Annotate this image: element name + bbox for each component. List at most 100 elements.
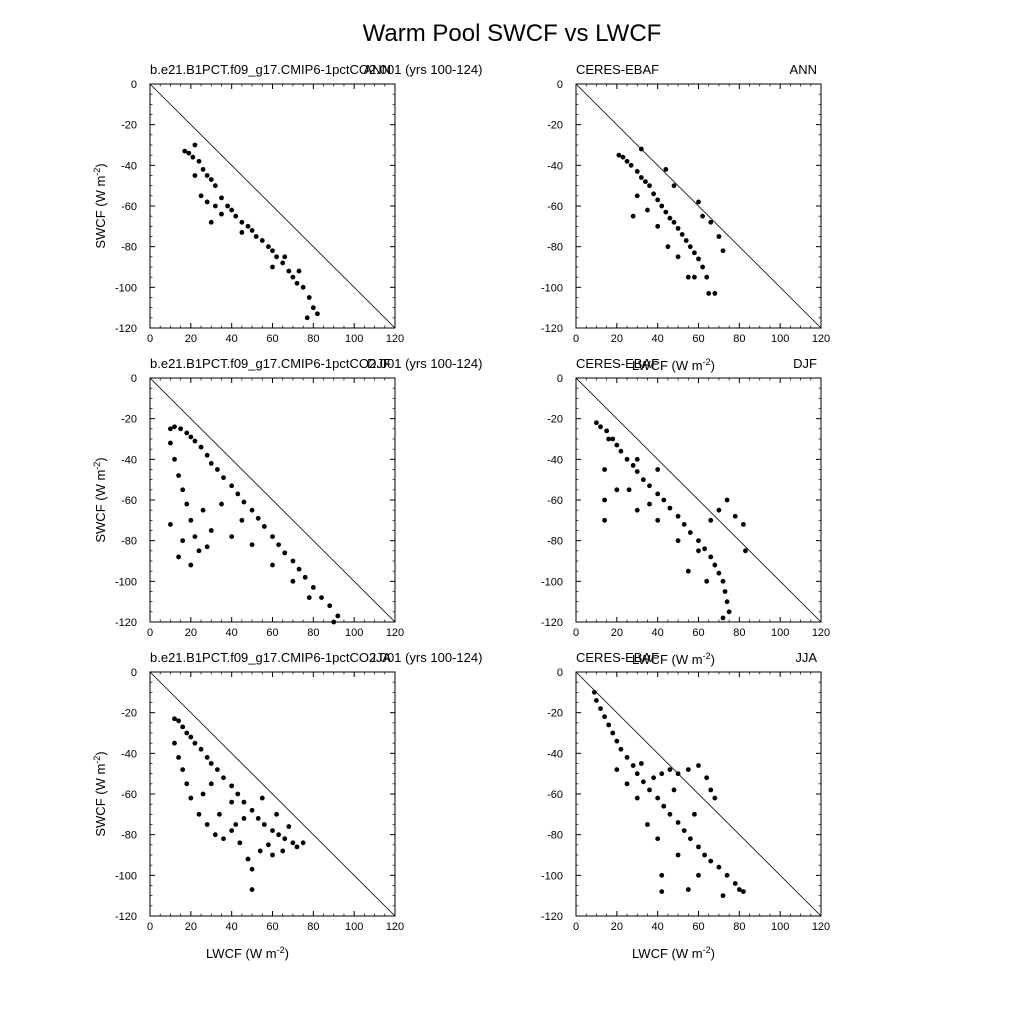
data-point [700,264,705,270]
y-tick-label: -60 [547,201,563,213]
x-axis-label-text: LWCF (W m [632,946,703,961]
data-point [176,473,181,478]
panel-right-label: JJA [369,650,391,665]
data-point [212,832,218,838]
data-point [290,840,296,846]
x-tick-label: 0 [147,333,153,345]
data-point [720,893,726,899]
data-point [235,791,241,797]
data-point [282,254,288,260]
y-tick-label: -80 [121,830,137,842]
data-point [168,426,173,432]
data-point [270,248,275,254]
data-point [724,497,730,503]
data-point [712,795,718,801]
data-point [675,513,681,519]
x-tick-label: 80 [733,921,745,933]
data-point [696,763,701,768]
data-point [634,771,640,777]
y-tick-label: -100 [541,282,563,294]
data-point [732,881,738,886]
data-point [214,467,220,472]
y-tick-label: -40 [121,160,137,172]
y-tick-label: -120 [541,911,563,923]
data-point [196,548,202,554]
data-point [212,183,218,189]
data-point [720,578,726,584]
panel-right-label: DJF [793,356,817,371]
data-point [208,219,214,225]
data-point [270,264,275,270]
data-point [286,268,292,274]
panel-left-label: CERES-EBAF [576,356,659,371]
data-point [221,775,226,781]
reference-line [149,671,396,917]
data-point [655,197,661,203]
x-tick-label: 60 [266,333,278,345]
data-point [192,173,198,178]
data-point [598,706,603,711]
data-point [743,548,748,554]
panel-right-label: ANN [364,62,391,77]
y-tick-label: -100 [115,576,137,588]
y-axis-label-close: ) [93,751,108,755]
x-tick-label: 40 [652,921,664,933]
x-axis-label-text: LWCF (W m [632,652,703,667]
x-tick-label: 40 [226,627,238,639]
data-point [200,167,206,172]
x-axis-label: LWCF (W m-2) [632,651,715,667]
data-point [192,534,198,539]
data-point [270,828,275,833]
y-tick-label: -60 [121,789,137,801]
x-axis-label-close: ) [711,946,715,961]
y-tick-label: -100 [541,870,563,882]
x-tick-label: 0 [573,921,579,933]
data-point [200,791,206,797]
data-point [259,795,265,801]
data-point [274,811,279,817]
data-point [172,716,177,722]
data-point [266,244,271,250]
data-point [245,856,251,862]
y-axis-label-text: SWCF (W m [93,764,108,837]
data-point [610,436,616,442]
y-axis-label: SWCF (W m-2) [92,457,108,542]
data-point [634,169,640,174]
data-point [708,554,714,560]
data-point [602,497,607,503]
x-tick-label: 120 [812,921,830,933]
data-point [319,595,324,600]
x-tick-label: 100 [771,627,789,639]
data-point [675,538,681,544]
data-point [655,467,661,472]
data-point [300,284,306,290]
y-tick-label: -60 [547,789,563,801]
data-point [172,740,177,746]
data-point [708,858,714,864]
data-point [634,469,640,474]
data-point [315,311,320,317]
data-point [634,193,640,199]
data-point [331,619,337,625]
data-point [249,228,255,233]
data-point [665,244,671,250]
panel-2: 0 20 40 60 80 100 120 0 -20 -40 -60 -80 -100 -120 CERE… [541,62,830,373]
data-point [241,799,247,805]
data-point [217,811,222,817]
y-tick-label: 0 [557,373,563,385]
data-point [594,698,599,703]
data-point [667,505,673,511]
data-point [675,771,681,777]
data-point [192,142,198,148]
y-axis-label-exponent: -2 [92,168,102,176]
data-point [630,463,636,468]
data-point [634,456,640,462]
figure-title: Warm Pool SWCF vs LWCF [363,20,662,47]
data-point [624,781,630,787]
data-point [647,787,652,793]
data-point [667,767,673,772]
x-tick-label: 120 [812,627,830,639]
data-point [671,183,677,189]
reference-line [575,377,822,623]
data-point [219,211,224,217]
